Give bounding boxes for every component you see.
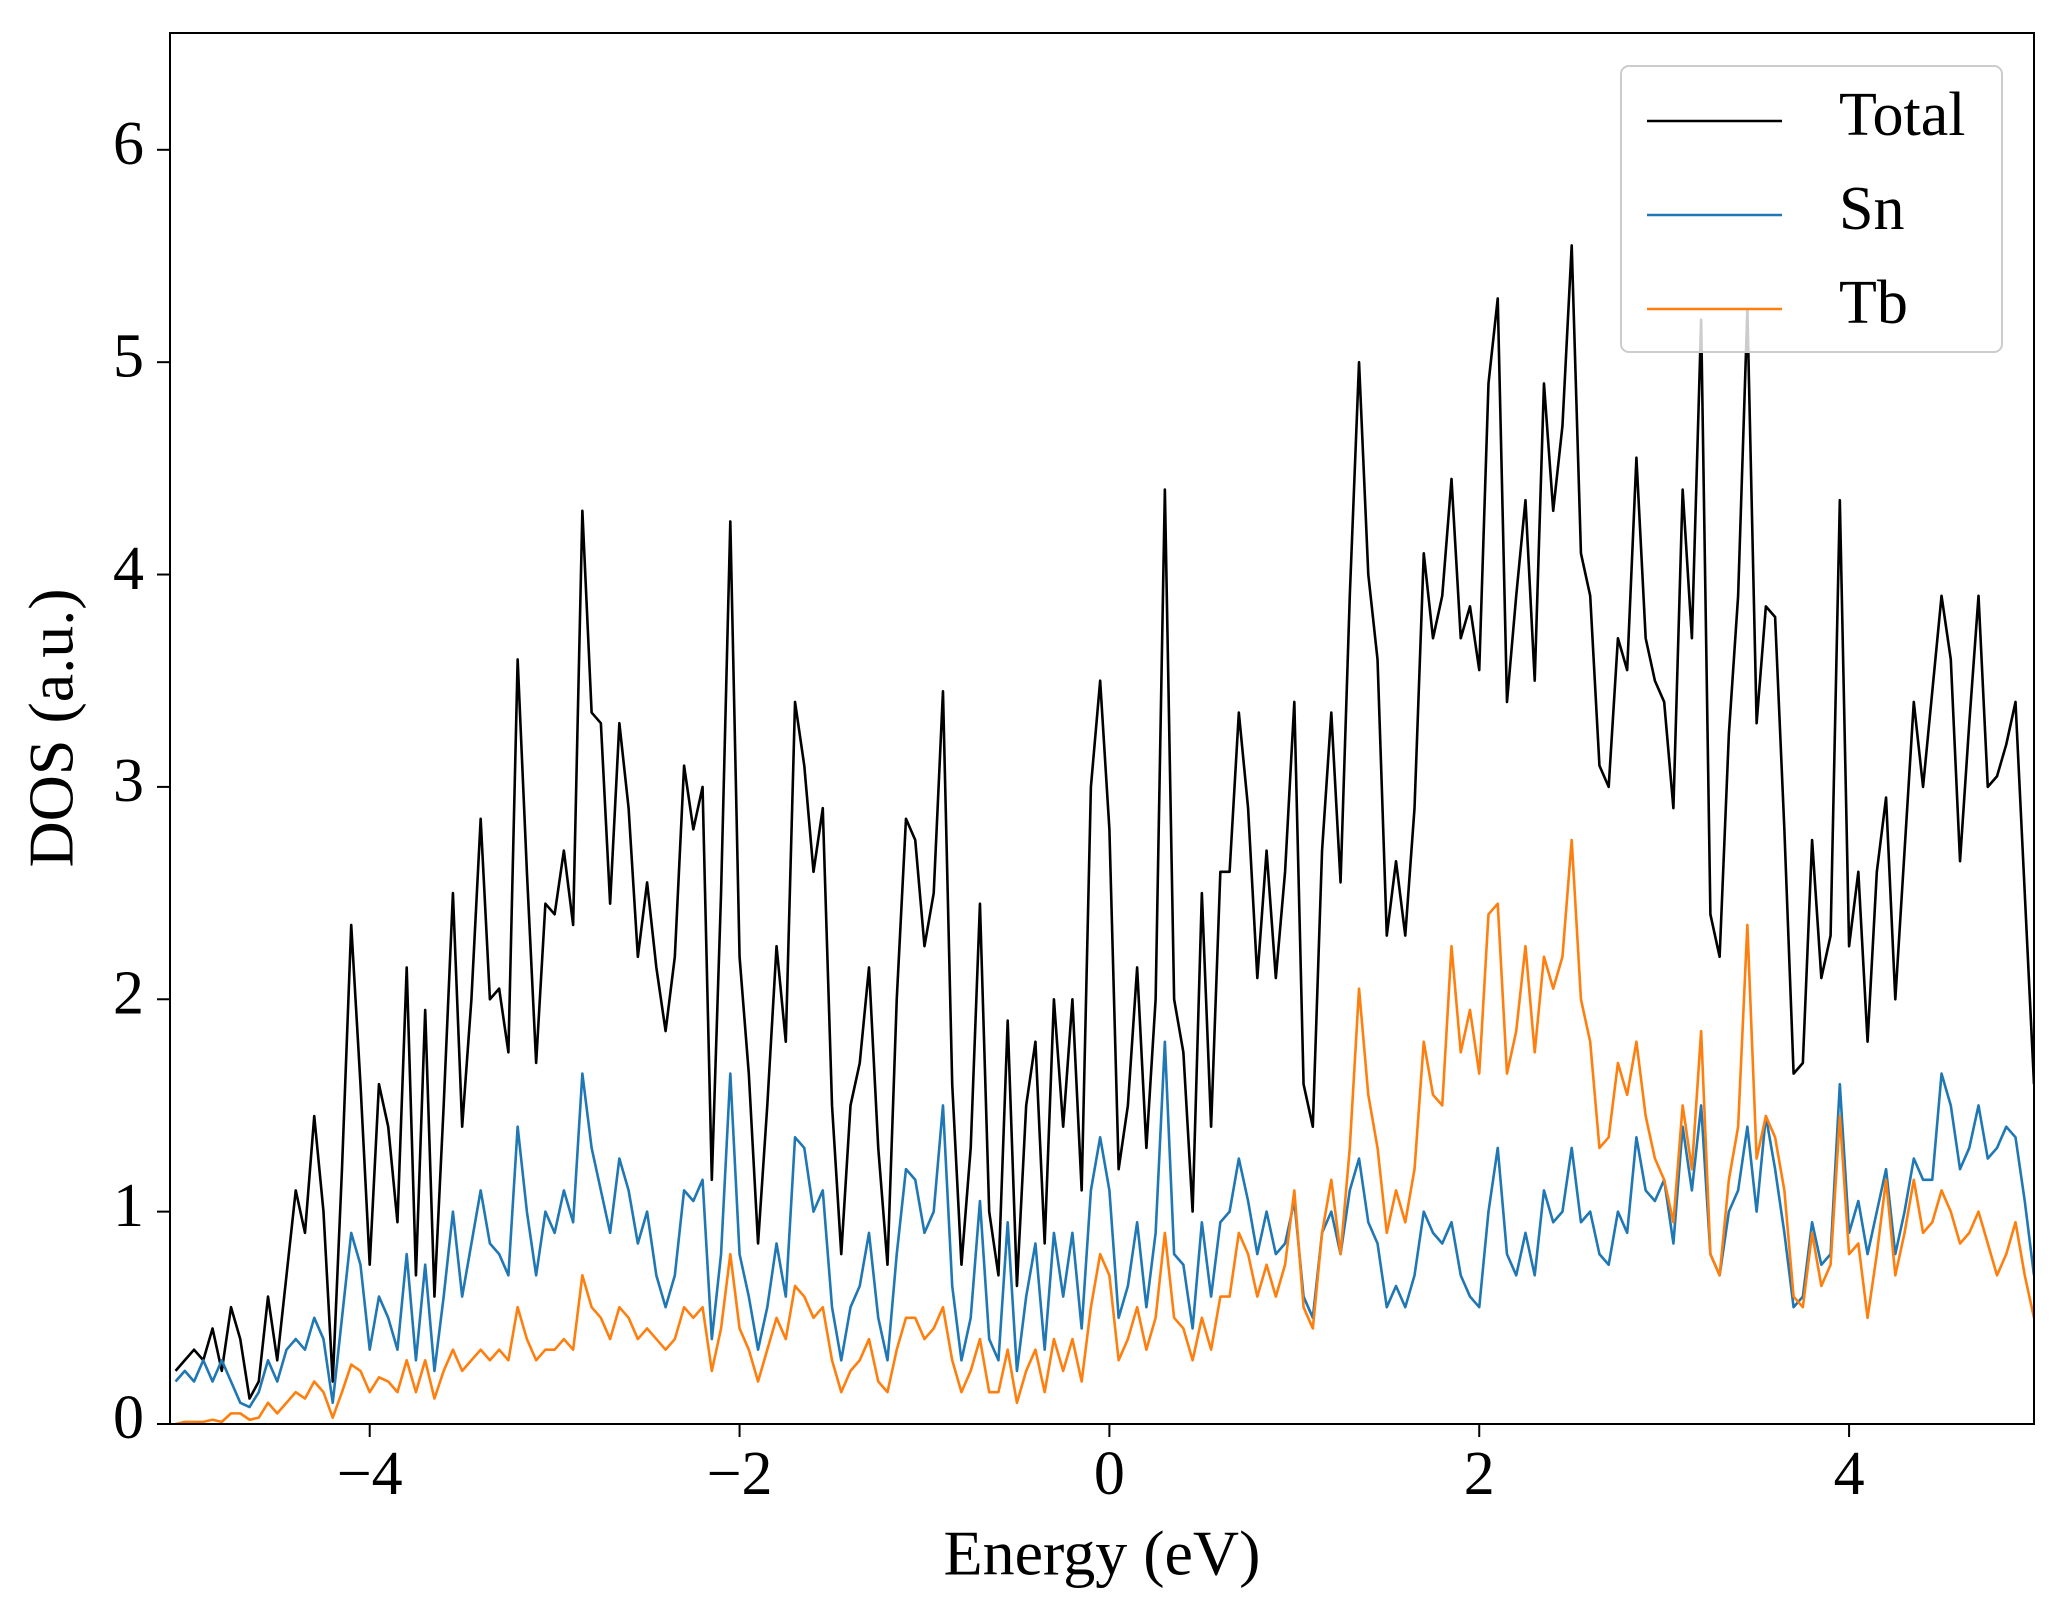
x-tick-label: 4 xyxy=(1834,1440,1865,1508)
y-tick-label: 5 xyxy=(113,322,144,390)
legend-label: Sn xyxy=(1839,175,1904,243)
x-axis-label: Energy (eV) xyxy=(944,1518,1261,1589)
series-line xyxy=(174,1040,2034,1409)
plot-frame xyxy=(169,32,2035,1425)
x-tick-label: 0 xyxy=(1094,1440,1125,1508)
x-tick-label: −2 xyxy=(707,1440,773,1508)
x-tick-label: 2 xyxy=(1464,1440,1495,1508)
plot-lines xyxy=(174,244,2034,1424)
series-line xyxy=(174,244,2034,1400)
series-line xyxy=(175,838,2034,1424)
y-axis-label: DOS (a.u.) xyxy=(16,588,87,867)
legend-label: Total xyxy=(1839,81,1966,149)
y-tick-label: 6 xyxy=(113,110,144,178)
legend-label: Tb xyxy=(1839,269,1908,337)
legend-box xyxy=(1620,65,2003,353)
x-tick-label: −4 xyxy=(337,1440,403,1508)
y-tick-label: 2 xyxy=(113,960,144,1028)
y-tick-label: 1 xyxy=(113,1172,144,1240)
y-tick-label: 0 xyxy=(113,1384,144,1452)
y-tick-label: 3 xyxy=(113,747,144,815)
y-tick-label: 4 xyxy=(113,535,144,603)
